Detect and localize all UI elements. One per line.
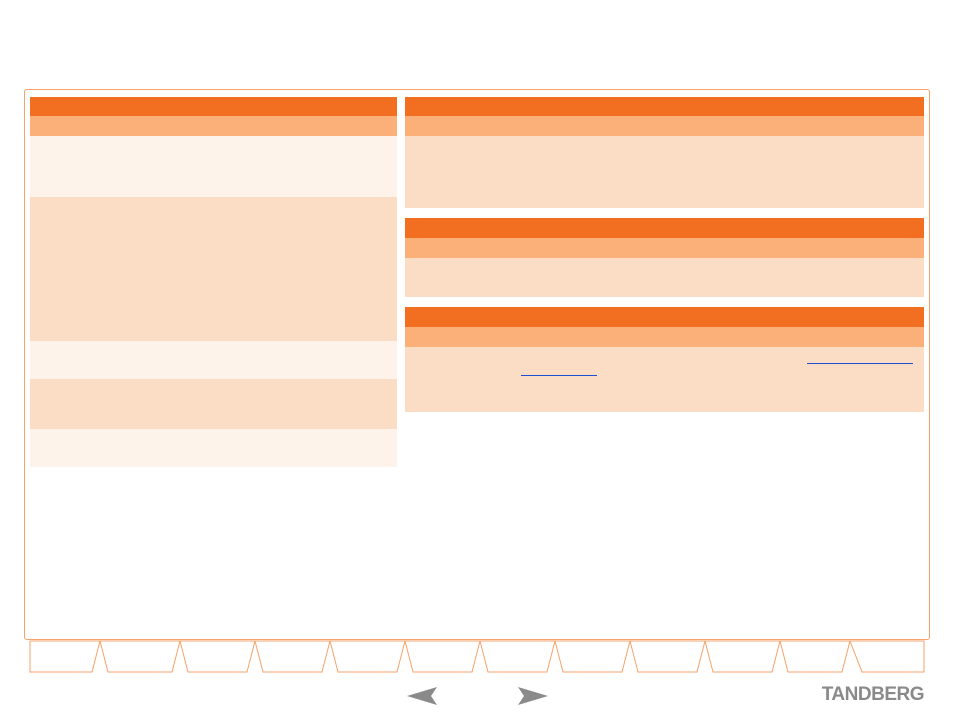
- tab[interactable]: [704, 640, 781, 673]
- logo: TANDBERG: [821, 684, 925, 705]
- tab[interactable]: [554, 640, 631, 673]
- panel-subheader: [30, 116, 397, 136]
- row: [30, 136, 397, 197]
- tab[interactable]: [29, 640, 101, 673]
- prev-arrow[interactable]: [407, 687, 437, 705]
- panel-subheader: [405, 327, 924, 347]
- tab[interactable]: [329, 640, 406, 673]
- panel-header: [405, 97, 924, 116]
- tab[interactable]: [254, 640, 331, 673]
- panel-header: [405, 218, 924, 238]
- tab[interactable]: [629, 640, 706, 673]
- panel-header: [405, 307, 924, 327]
- panel-body: [405, 136, 924, 208]
- panel-subheader: [405, 238, 924, 258]
- link[interactable]: [807, 363, 913, 364]
- panel-body: [405, 258, 924, 297]
- nav: [407, 687, 548, 705]
- tab-bar: [29, 640, 925, 673]
- row: [30, 379, 397, 429]
- tab[interactable]: [179, 640, 256, 673]
- panel-subheader: [405, 116, 924, 136]
- link[interactable]: [521, 375, 597, 376]
- tab[interactable]: [99, 640, 181, 673]
- tab[interactable]: [849, 640, 925, 673]
- row: [30, 197, 397, 341]
- row: [30, 429, 397, 467]
- panel-body: [405, 347, 924, 412]
- tab[interactable]: [404, 640, 481, 673]
- panel-header: [30, 97, 397, 116]
- row: [30, 341, 397, 379]
- tab[interactable]: [779, 640, 851, 673]
- frame: [24, 89, 930, 640]
- next-arrow[interactable]: [518, 687, 548, 705]
- tab[interactable]: [479, 640, 556, 673]
